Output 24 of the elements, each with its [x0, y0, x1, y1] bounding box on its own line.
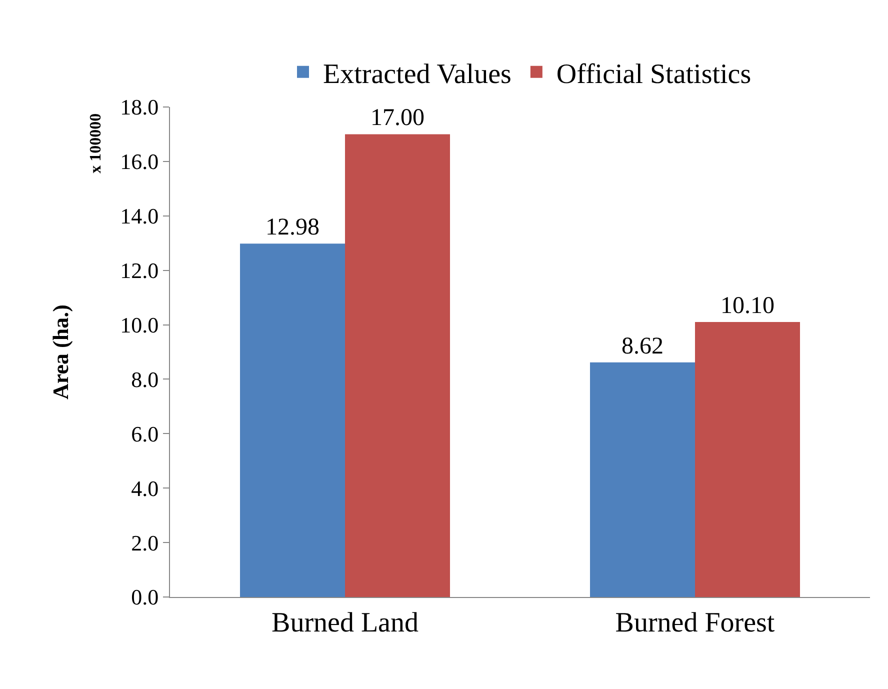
y-tick-label: 18.0 [120, 94, 159, 120]
legend-label: Extracted Values [323, 58, 512, 90]
bar [590, 362, 695, 597]
data-label: 17.00 [370, 105, 424, 132]
bar [345, 134, 450, 597]
y-tick-label: 12.0 [120, 258, 159, 284]
bar [240, 244, 345, 597]
y-tick-label: 16.0 [120, 149, 159, 174]
y-tick-label: 2.0 [131, 530, 159, 556]
data-label: 8.62 [622, 333, 664, 360]
y-tick-label: 8.0 [131, 366, 159, 392]
y-tick-label: 10.0 [120, 312, 159, 338]
y-tick-label: 0.0 [131, 584, 159, 610]
legend-label: Official Statistics [556, 58, 752, 90]
x-tick-label: Burned Forest [615, 608, 775, 639]
y-tick-label: 6.0 [131, 421, 159, 446]
data-label: 12.98 [266, 214, 320, 241]
y-tick-label: 4.0 [131, 476, 159, 501]
data-label: 10.10 [720, 293, 774, 320]
y-axis-title: Area (ha.) [48, 304, 73, 400]
text: x 100000 [88, 113, 105, 174]
x-tick-label: Burned Land [272, 608, 418, 639]
y-tick-label: 14.0 [120, 204, 159, 229]
bar [695, 322, 800, 597]
